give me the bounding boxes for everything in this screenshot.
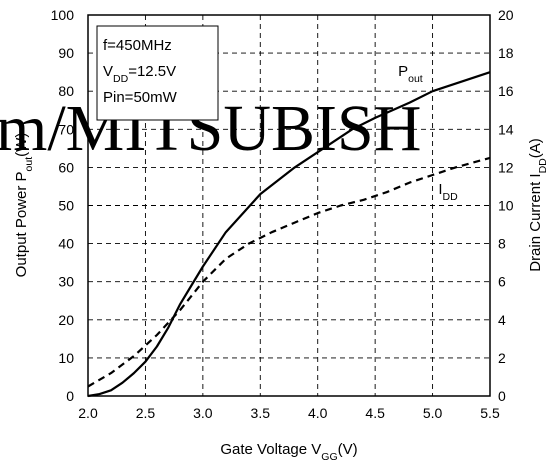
series-line-p-out xyxy=(87,71,491,398)
series-labels: Pout IDD xyxy=(398,63,458,203)
left-tick-label: 70 xyxy=(58,121,74,137)
plot-frame xyxy=(87,14,491,397)
ticks: 2.0 2.5 3.0 3.5 4.0 4.5 5.0 5.50102030405060708… xyxy=(51,7,514,421)
left-tick-label: 0 xyxy=(66,388,74,404)
series-label-i-dd: IDD xyxy=(438,181,458,203)
x-tick-label: 4.0 xyxy=(308,405,328,421)
condition-line: f=450MHz xyxy=(103,37,172,54)
right-tick-label: 6 xyxy=(498,274,506,290)
left-tick-label: 40 xyxy=(58,236,74,252)
condition-line: VDD=12.5V xyxy=(103,63,176,85)
right-tick-label: 16 xyxy=(498,83,514,99)
right-tick-label: 4 xyxy=(498,312,506,328)
right-tick-label: 10 xyxy=(498,198,514,214)
left-tick-label: 60 xyxy=(58,159,74,175)
x-tick-label: 4.5 xyxy=(365,405,385,421)
x-tick-label: 3.0 xyxy=(193,405,213,421)
x-tick-label: 3.5 xyxy=(251,405,271,421)
left-tick-label: 20 xyxy=(58,312,74,328)
left-tick-label: 100 xyxy=(51,7,75,23)
series-line-i-dd xyxy=(87,156,491,388)
x-tick-label: 2.5 xyxy=(136,405,156,421)
right-tick-label: 8 xyxy=(498,236,506,252)
right-tick-label: 14 xyxy=(498,121,514,137)
left-tick-label: 50 xyxy=(58,198,74,214)
left-tick-label: 10 xyxy=(58,350,74,366)
conditions-text: f=450MHz VDD=12.5V Pin=50mW xyxy=(103,37,178,106)
x-tick-label: 5.0 xyxy=(423,405,443,421)
grid xyxy=(88,15,490,396)
condition-line: Pin=50mW xyxy=(103,89,178,106)
right-tick-label: 20 xyxy=(498,7,514,23)
conditions-box xyxy=(96,25,219,121)
left-tick-label: 30 xyxy=(58,274,74,290)
left-axis-title: Output Power Pout(W) xyxy=(13,133,35,278)
series-layer xyxy=(87,71,491,398)
x-axis-title: Gate Voltage VGG(V) xyxy=(220,441,357,463)
right-tick-label: 2 xyxy=(498,350,506,366)
right-tick-label: 0 xyxy=(498,388,506,404)
left-tick-label: 80 xyxy=(58,83,74,99)
x-tick-label: 2.0 xyxy=(78,405,98,421)
left-tick-label: 90 xyxy=(58,45,74,61)
x-tick-label: 5.5 xyxy=(480,405,500,421)
right-tick-label: 12 xyxy=(498,159,514,175)
right-tick-label: 18 xyxy=(498,45,514,61)
right-axis-title: Drain Current IDD(A) xyxy=(527,138,549,272)
series-label-p-out: Pout xyxy=(398,63,423,85)
